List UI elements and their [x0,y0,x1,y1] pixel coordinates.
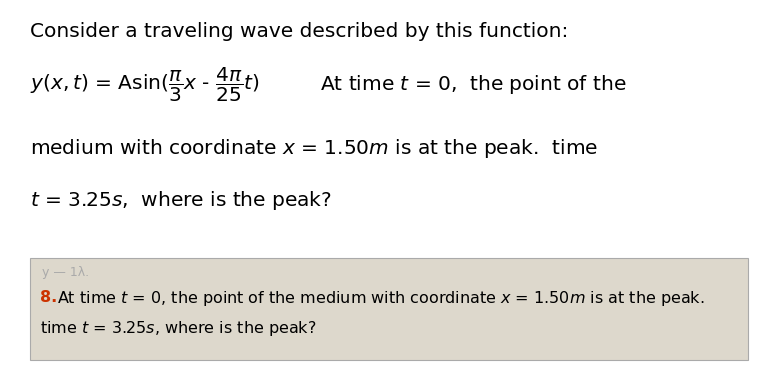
Text: medium with coordinate $x$ = 1.50$m$ is at the peak.  time: medium with coordinate $x$ = 1.50$m$ is … [30,137,598,159]
Bar [30,258,748,360]
Text: time $t$ = 3.25$s$, where is the peak?: time $t$ = 3.25$s$, where is the peak? [40,318,316,337]
Text: 8.: 8. [40,290,57,305]
Text: $t$ = 3.25$s$,  where is the peak?: $t$ = 3.25$s$, where is the peak? [30,188,332,212]
Text: At time $t$ = 0,  the point of the: At time $t$ = 0, the point of the [320,74,627,96]
Text: At time $t$ = 0, the point of the medium with coordinate $x$ = 1.50$m$ is at the: At time $t$ = 0, the point of the medium… [57,289,705,308]
Text: y — 1λ.: y — 1λ. [42,266,89,279]
Text: Consider a traveling wave described by this function:: Consider a traveling wave described by t… [30,22,568,41]
Text: $y(x,t)$ = $\mathrm{Asin}(\dfrac{\pi}{3}x$ - $\dfrac{4\pi}{25}t)$: $y(x,t)$ = $\mathrm{Asin}(\dfrac{\pi}{3}… [30,66,260,104]
